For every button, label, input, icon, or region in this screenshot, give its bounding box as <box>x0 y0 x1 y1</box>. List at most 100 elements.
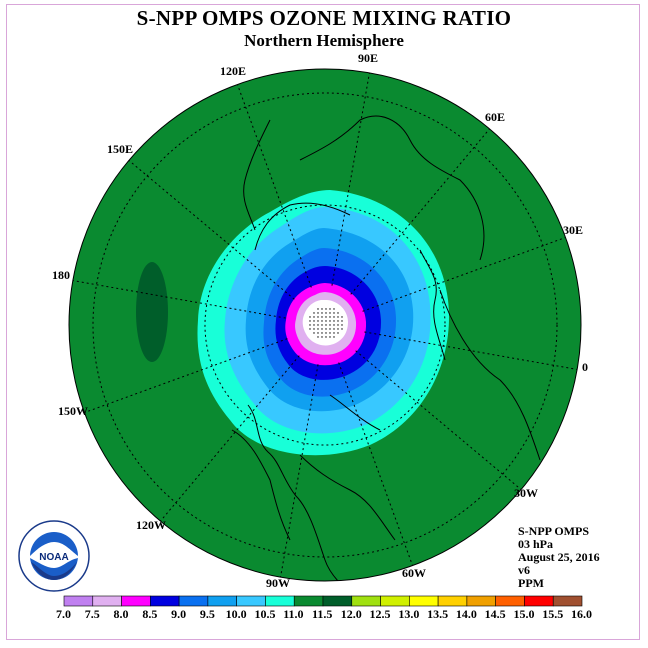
info-units: PPM <box>518 576 544 590</box>
lon-label-120e: 120E <box>220 64 247 78</box>
pole-dot <box>333 336 335 338</box>
pole-dot <box>341 328 343 330</box>
pole-dot <box>321 336 323 338</box>
meridian-line <box>160 355 300 522</box>
pole-dot <box>325 328 327 330</box>
pole-dot <box>313 324 315 326</box>
pole-dot <box>321 320 323 322</box>
pole-dot <box>325 308 327 310</box>
pole-dot <box>325 316 327 318</box>
pole-dot <box>313 312 315 314</box>
pole-dot <box>337 332 339 334</box>
map-border <box>68 68 582 582</box>
pole-dot <box>333 332 335 334</box>
pole-dot <box>325 336 327 338</box>
colorbar-tick-label: 13.5 <box>427 607 449 621</box>
info-instrument: S-NPP OMPS <box>518 524 589 538</box>
meridian-line <box>84 338 288 414</box>
pole-dot <box>333 312 335 314</box>
info-level: 03 hPa <box>518 537 554 551</box>
pole-dot <box>317 312 319 314</box>
pole-dot <box>313 320 315 322</box>
pole-dot <box>325 320 327 322</box>
lon-label-30w: 30W <box>514 486 538 500</box>
colorbar-tick-label: 8.5 <box>142 607 158 621</box>
pole-dot <box>341 324 343 326</box>
colorbar-tick-label: 10.0 <box>225 607 247 621</box>
pole-dot <box>309 320 311 322</box>
pole-dot <box>317 336 319 338</box>
pole-dot <box>321 332 323 334</box>
pole-dot <box>337 316 339 318</box>
info-version: v6 <box>518 563 530 577</box>
colorbar-tick-label: 15.5 <box>542 607 564 621</box>
high-ozone-patch <box>136 262 168 362</box>
pole-dot <box>329 328 331 330</box>
lon-label-120w: 120W <box>136 518 166 532</box>
lon-label-150e: 150E <box>107 142 134 156</box>
pole-dot <box>317 320 319 322</box>
colorbar-tick-label: 13.0 <box>398 607 420 621</box>
figure-frame <box>6 4 640 640</box>
pole-dot <box>337 312 339 314</box>
colorbar-tick-label: 10.5 <box>254 607 276 621</box>
meridian-line <box>331 72 370 286</box>
colorbar-tick-label: 12.5 <box>369 607 391 621</box>
pole-dot <box>309 316 311 318</box>
pole-dot <box>313 332 315 334</box>
pole-dot <box>329 312 331 314</box>
pole-dot <box>329 332 331 334</box>
pole-dot <box>321 316 323 318</box>
pole-dot <box>317 324 319 326</box>
meridian-line <box>280 364 319 578</box>
map-subtitle: Northern Hemisphere <box>244 31 404 50</box>
meridian-line <box>128 160 295 300</box>
graticule <box>72 72 578 578</box>
colorbar-tick-label: 9.5 <box>199 607 215 621</box>
colorbar-tick-label: 8.0 <box>113 607 129 621</box>
colorbar-tick-label: 9.0 <box>171 607 187 621</box>
info-block: S-NPP OMPS 03 hPa August 25, 2016 v6 PPM <box>518 525 600 590</box>
meridian-line <box>364 331 578 370</box>
info-date: August 25, 2016 <box>518 550 600 564</box>
pole-dot <box>317 308 319 310</box>
pole-dot <box>325 332 327 334</box>
pole-dot <box>309 324 311 326</box>
pole-dot <box>325 324 327 326</box>
colorbar-tick-label: 11.5 <box>312 607 333 621</box>
colorbar-tick-label: 14.0 <box>455 607 477 621</box>
pole-dot <box>341 316 343 318</box>
pole-dot <box>329 336 331 338</box>
pole-dot <box>333 308 335 310</box>
colorbar-tick-label: 11.0 <box>283 607 304 621</box>
pole-dot <box>337 320 339 322</box>
lon-label-150w: 150W <box>58 404 88 418</box>
pole-dot <box>333 328 335 330</box>
colorbar-tick-label: 14.5 <box>484 607 506 621</box>
noaa-logo: NOAA <box>18 520 90 592</box>
pole-dot <box>333 324 335 326</box>
lon-label-30e: 30E <box>563 223 584 237</box>
map-title: S-NPP OMPS OZONE MIXING RATIO <box>136 6 512 30</box>
lon-label-90e: 90E <box>358 51 379 65</box>
pole-dot <box>317 316 319 318</box>
colorbar-tick-label: 12.0 <box>340 607 362 621</box>
pole-dot <box>321 328 323 330</box>
colorbar-tick-label: 7.0 <box>56 607 71 621</box>
pole-dot <box>333 316 335 318</box>
pole-dot <box>337 328 339 330</box>
lon-label-90w: 90W <box>266 576 290 590</box>
colorbar-tick-label: 16.0 <box>571 607 592 621</box>
pole-dot <box>329 324 331 326</box>
pole-dot <box>321 312 323 314</box>
pole-dot <box>313 328 315 330</box>
colorbar-tick-label: 7.5 <box>84 607 100 621</box>
meridian-line <box>72 280 286 319</box>
lon-label-60e: 60E <box>485 110 506 124</box>
pole-dot <box>329 316 331 318</box>
pole-dot <box>329 320 331 322</box>
pole-dot <box>309 328 311 330</box>
lon-label-180: 180 <box>52 268 70 282</box>
pole-dot <box>337 324 339 326</box>
